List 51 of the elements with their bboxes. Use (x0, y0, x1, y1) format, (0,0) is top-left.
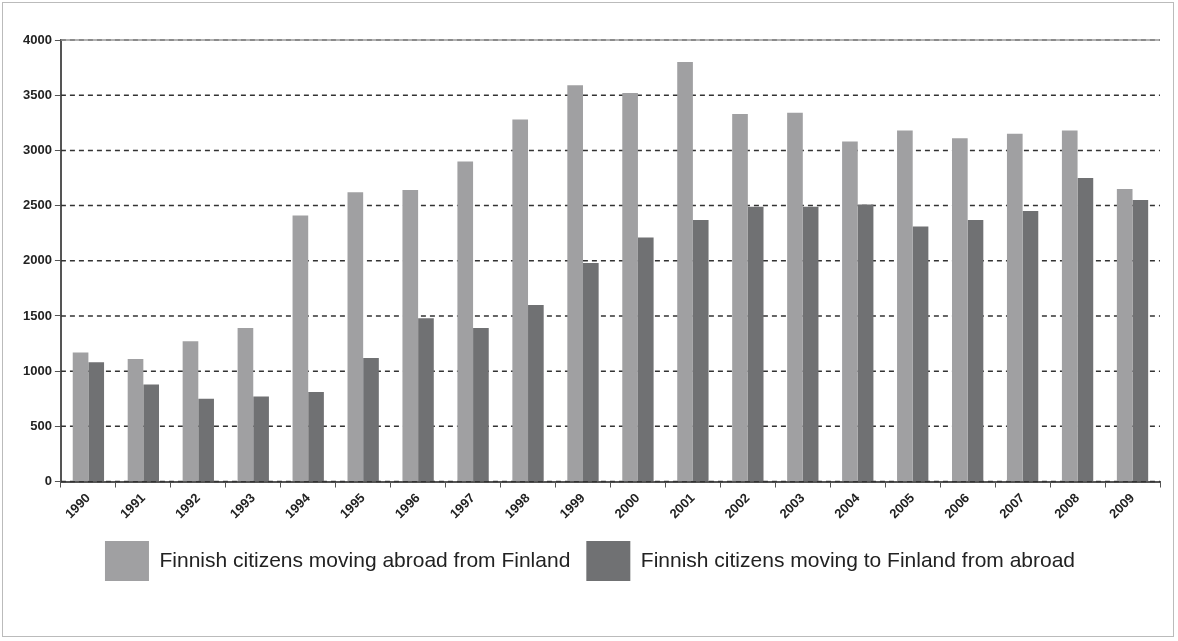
y-tick-label: 2500 (23, 197, 52, 213)
bar (528, 304, 544, 482)
legend-label: Finnish citizens moving to Finland from abroad (640, 547, 1076, 571)
bar (1116, 189, 1133, 482)
bar (747, 206, 764, 482)
bar (637, 237, 654, 482)
bar (1077, 177, 1094, 482)
bar (582, 262, 599, 482)
bar (237, 328, 254, 482)
bar (677, 62, 693, 482)
bar (967, 219, 984, 482)
bar (567, 85, 583, 482)
bar (857, 204, 874, 482)
bar (127, 359, 144, 482)
bar (308, 392, 324, 482)
bar (1061, 130, 1078, 482)
y-tick-label: 500 (30, 417, 52, 433)
bar (512, 119, 529, 482)
bar (1132, 200, 1149, 482)
bar (72, 352, 89, 482)
bar (143, 384, 160, 482)
bar (88, 362, 105, 482)
bar (182, 341, 199, 482)
bar (952, 138, 968, 482)
y-tick-label: 3000 (23, 141, 52, 157)
bar (897, 130, 913, 482)
bar (402, 190, 419, 482)
bar (473, 328, 489, 482)
bar (1006, 133, 1023, 482)
y-tick-label: 0 (44, 473, 52, 489)
bar (457, 161, 474, 482)
bar (692, 219, 709, 482)
bar (787, 112, 803, 482)
legend-label: Finnish citizens moving abroad from Finland (159, 547, 571, 571)
bar (198, 398, 214, 482)
bar (347, 192, 364, 482)
bar (842, 141, 858, 482)
y-tick-label: 3500 (23, 86, 52, 102)
bar (912, 226, 929, 482)
y-tick-label: 1500 (23, 307, 52, 323)
bar (363, 357, 379, 482)
y-tick-label: 4000 (23, 31, 52, 47)
bar (802, 206, 819, 482)
bar (732, 113, 748, 482)
bar (292, 215, 309, 482)
bar (253, 396, 269, 482)
y-tick-label: 2000 (23, 252, 52, 268)
bar (418, 318, 434, 482)
y-tick-label: 1000 (23, 362, 52, 378)
bar (1022, 211, 1039, 482)
bar (622, 92, 638, 482)
